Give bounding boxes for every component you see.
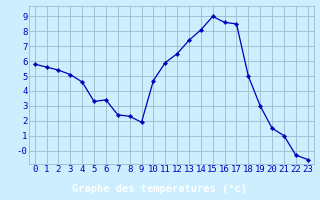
- Text: Graphe des températures (°c): Graphe des températures (°c): [73, 183, 247, 194]
